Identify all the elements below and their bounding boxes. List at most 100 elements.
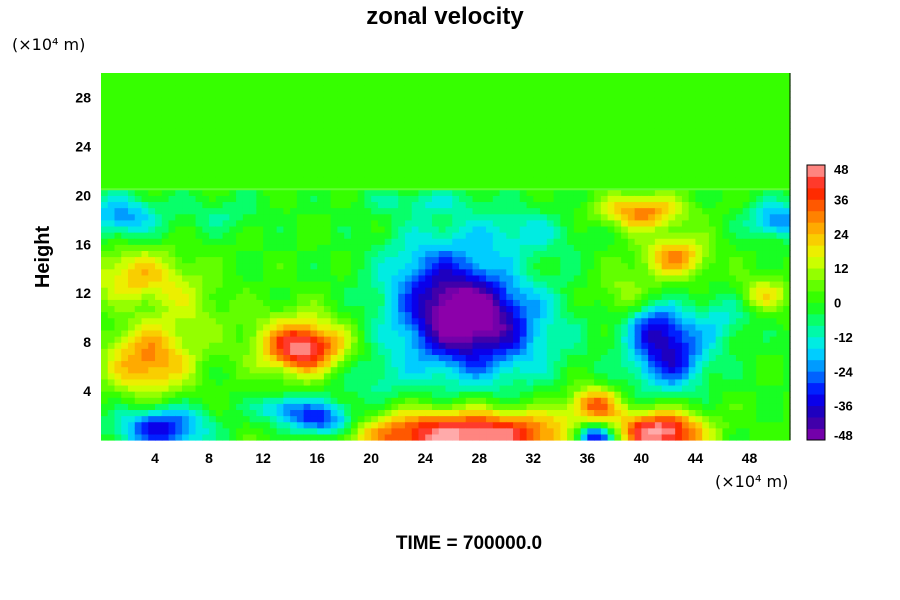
heatmap-cell (101, 85, 109, 92)
heatmap-cell (459, 409, 467, 417)
heatmap-cell (128, 121, 136, 129)
heatmap-cell (648, 360, 656, 368)
heatmap-cell (560, 268, 568, 276)
heatmap-cell (202, 225, 210, 233)
heatmap-cell (256, 121, 264, 129)
heatmap-cell (357, 372, 366, 380)
heatmap-cell (283, 244, 291, 251)
heatmap-cell (404, 342, 413, 349)
heatmap-cell (391, 176, 399, 184)
heatmap-cell (607, 348, 615, 355)
heatmap-cell (641, 274, 649, 282)
heatmap-cell (209, 91, 217, 99)
heatmap-cell (377, 219, 386, 227)
heatmap-cell (209, 79, 217, 86)
heatmap-cell (486, 354, 494, 362)
heatmap-cell (155, 238, 163, 245)
heatmap-cell (182, 256, 190, 264)
heatmap-cell (371, 195, 379, 203)
heatmap-cell (391, 183, 399, 190)
heatmap-cell (499, 403, 507, 411)
heatmap-cell (114, 244, 122, 251)
heatmap-cell (222, 415, 230, 423)
heatmap-cell (526, 274, 534, 282)
heatmap-cell (141, 360, 149, 368)
heatmap-cell (431, 225, 440, 233)
heatmap-cell (242, 115, 251, 123)
heatmap-cell (411, 103, 420, 111)
heatmap-cell (141, 378, 149, 386)
heatmap-cell (371, 256, 379, 264)
heatmap-cell (141, 403, 149, 411)
heatmap-cell (540, 244, 548, 251)
heatmap-cell (182, 415, 190, 423)
heatmap-cell (296, 176, 305, 184)
heatmap-cell (648, 415, 656, 423)
heatmap-cell (222, 268, 230, 276)
heatmap-cell (472, 189, 480, 196)
heatmap-cell (513, 238, 521, 245)
heatmap-cell (371, 323, 379, 331)
heatmap-cell (506, 97, 514, 105)
heatmap-cell (486, 164, 494, 172)
heatmap-cell (634, 183, 642, 190)
heatmap-cell (438, 354, 447, 362)
heatmap-cell (188, 213, 197, 221)
heatmap-cell (391, 311, 399, 319)
heatmap-cell (519, 152, 528, 160)
heatmap-cell (344, 336, 352, 343)
heatmap-cell (269, 244, 278, 251)
heatmap-cell (242, 323, 251, 331)
heatmap-cell (175, 195, 183, 203)
heatmap-cell (249, 232, 257, 239)
heatmap-cell (303, 274, 311, 282)
heatmap-cell (155, 384, 163, 392)
heatmap-cell (350, 354, 359, 362)
heatmap-cell (236, 176, 244, 184)
heatmap-cell (357, 140, 366, 147)
heatmap-cell (526, 152, 534, 160)
heatmap-cell (607, 262, 615, 270)
heatmap-cell (445, 97, 453, 105)
heatmap-cell (465, 317, 474, 325)
heatmap-cell (519, 250, 528, 258)
heatmap-cell (492, 91, 501, 99)
heatmap-cell (486, 85, 494, 92)
heatmap-cell (492, 262, 501, 270)
heatmap-cell (398, 409, 406, 417)
heatmap-cell (263, 256, 271, 264)
heatmap-cell (317, 238, 325, 245)
heatmap-cell (350, 115, 359, 123)
heatmap-cell (654, 195, 663, 203)
heatmap-cell (175, 213, 183, 221)
heatmap-cell (107, 354, 116, 362)
heatmap-cell (546, 268, 555, 276)
heatmap-cell (168, 164, 176, 172)
heatmap-cell (350, 280, 359, 288)
heatmap-cell (431, 287, 440, 294)
heatmap-cell (425, 146, 433, 154)
heatmap-cell (256, 115, 264, 123)
heatmap-cell (283, 299, 291, 307)
heatmap-cell (654, 409, 663, 417)
heatmap-cell (276, 403, 284, 411)
heatmap-cell (195, 219, 203, 227)
heatmap-cell (614, 183, 622, 190)
heatmap-cell (215, 225, 224, 233)
heatmap-cell (128, 225, 136, 233)
heatmap-cell (411, 158, 420, 166)
heatmap-cell (357, 115, 366, 123)
heatmap-cell (431, 415, 440, 423)
heatmap-cell (168, 85, 176, 92)
heatmap-cell (431, 397, 440, 404)
heatmap-cell (580, 207, 588, 215)
heatmap-cell (486, 152, 494, 160)
heatmap-cell (452, 274, 460, 282)
heatmap-cell (573, 311, 582, 319)
heatmap-cell (317, 397, 325, 404)
heatmap-cell (580, 342, 588, 349)
heatmap-cell (459, 348, 467, 355)
heatmap-cell (202, 433, 210, 441)
heatmap-cell (290, 360, 298, 368)
heatmap-cell (567, 299, 575, 307)
